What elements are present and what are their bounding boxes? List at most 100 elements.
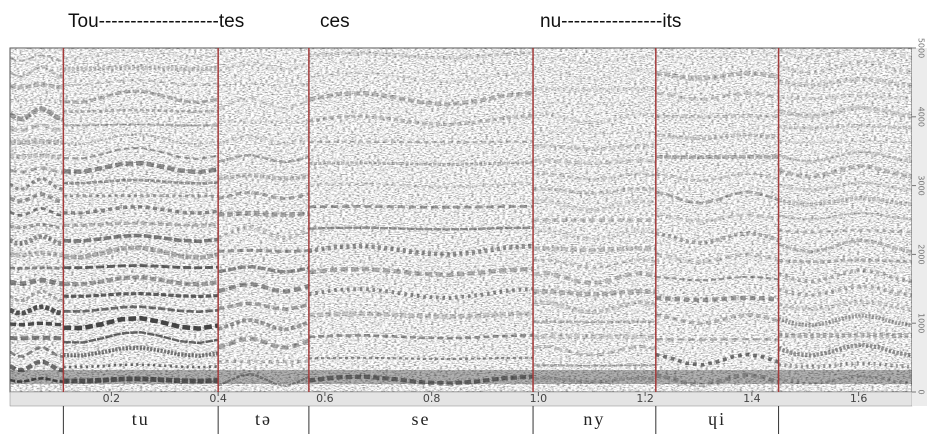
harmonic-band — [217, 317, 310, 332]
harmonic-band — [10, 250, 64, 258]
harmonic-band — [308, 311, 534, 319]
harmonic-band — [63, 132, 219, 146]
y-tick-label: 4000 — [917, 107, 926, 127]
harmonic-band — [778, 374, 912, 386]
harmonic-band — [778, 299, 912, 312]
harmonic-band — [532, 111, 657, 126]
harmonic-band — [217, 281, 310, 294]
harmonic-band — [778, 211, 912, 221]
harmonic-band — [218, 248, 309, 253]
harmonic-band — [63, 233, 219, 244]
word-label: ces — [320, 11, 350, 32]
harmonic-band — [308, 226, 534, 231]
harmonic-band — [533, 56, 656, 65]
harmonic-band — [655, 70, 779, 81]
harmonic-band — [63, 160, 219, 175]
harmonic-band — [533, 344, 657, 357]
harmonic-band — [655, 230, 780, 246]
noise-texture — [10, 48, 912, 392]
harmonic-band — [217, 373, 310, 388]
harmonic-band — [533, 186, 656, 196]
harmonic-band — [533, 68, 657, 82]
harmonic-band — [10, 335, 64, 341]
harmonic-band — [533, 86, 656, 92]
harmonic-band — [655, 154, 779, 160]
harmonic-band — [217, 173, 310, 181]
harmonic-band — [778, 313, 912, 328]
harmonic-band — [778, 150, 912, 164]
word-label: nu----------------its — [540, 11, 681, 32]
y-tick-label: 2000 — [917, 244, 926, 264]
harmonic-band — [655, 275, 779, 282]
harmonic-band — [655, 352, 780, 367]
x-tick-label: 1.4 — [743, 392, 761, 405]
harmonic-band — [308, 374, 534, 386]
harmonic-band — [533, 245, 656, 253]
harmonic-band — [217, 60, 310, 73]
harmonic-band — [655, 312, 780, 326]
harmonic-band — [655, 114, 779, 119]
harmonic-band — [308, 266, 534, 278]
harmonic-band — [10, 123, 64, 133]
harmonic-band — [63, 264, 219, 270]
harmonic-band — [777, 163, 912, 180]
harmonic-band — [655, 372, 780, 388]
harmonic-band — [778, 228, 912, 234]
harmonic-band — [218, 211, 310, 217]
harmonic-band — [10, 304, 64, 316]
harmonic-band — [532, 198, 657, 214]
harmonic-band — [308, 356, 534, 361]
harmonic-band — [308, 90, 534, 107]
harmonic-band — [655, 212, 779, 223]
harmonic-band — [778, 93, 912, 101]
harmonic-band — [217, 265, 310, 274]
harmonic-band — [777, 342, 912, 358]
harmonic-band — [10, 153, 64, 159]
harmonic-band — [10, 82, 64, 90]
harmonic-band — [655, 190, 780, 205]
harmonic-band — [532, 299, 657, 315]
harmonic-band — [778, 105, 912, 119]
x-axis-strip — [9, 391, 913, 407]
harmonic-band — [308, 205, 534, 209]
harmonic-band — [63, 221, 219, 227]
spectrogram — [10, 48, 912, 392]
harmonic-band — [63, 291, 219, 299]
axes: tu tə se ny ɥi 0.2 0.4 0.6 0.8 1.0 1.2 1.4 1.6 0 1000 2… — [62, 38, 926, 434]
harmonic-band — [308, 114, 534, 127]
harmonic-band — [778, 76, 912, 88]
harmonic-band — [533, 288, 656, 297]
y-tick-label: 1000 — [917, 313, 926, 333]
harmonic-band — [63, 363, 219, 369]
harmonic-band — [10, 65, 64, 79]
harmonic-band — [777, 59, 912, 76]
harmonic-band — [655, 91, 779, 101]
harmonic-band — [10, 222, 64, 230]
harmonic-band — [10, 289, 64, 303]
harmonic-band — [63, 245, 219, 261]
y-tick-label: 5000 — [917, 38, 926, 58]
harmonic-band — [10, 277, 64, 287]
harmonic-band — [308, 161, 534, 166]
y-axis-strip — [912, 48, 927, 406]
harmonic-band — [533, 101, 656, 106]
harmonic-band — [63, 178, 219, 185]
harmonic-band — [10, 106, 65, 122]
segment-label: tə — [255, 409, 272, 429]
harmonic-band — [217, 190, 310, 201]
harmonic-band — [217, 336, 310, 350]
harmonic-band — [10, 139, 64, 145]
harmonic-band — [533, 143, 656, 152]
harmonic-band — [308, 50, 534, 60]
harmonic-band — [217, 153, 310, 164]
harmonic-band — [777, 267, 912, 284]
harmonic-band — [533, 376, 656, 384]
x-tick-label: 1.6 — [850, 392, 868, 405]
harmonic-band — [655, 252, 780, 265]
harmonic-band — [532, 227, 657, 242]
harmonic-band — [63, 205, 219, 216]
x-tick-label: 1.0 — [530, 392, 548, 405]
x-tick-label: 0.6 — [316, 392, 334, 405]
harmonic-band — [10, 376, 64, 384]
